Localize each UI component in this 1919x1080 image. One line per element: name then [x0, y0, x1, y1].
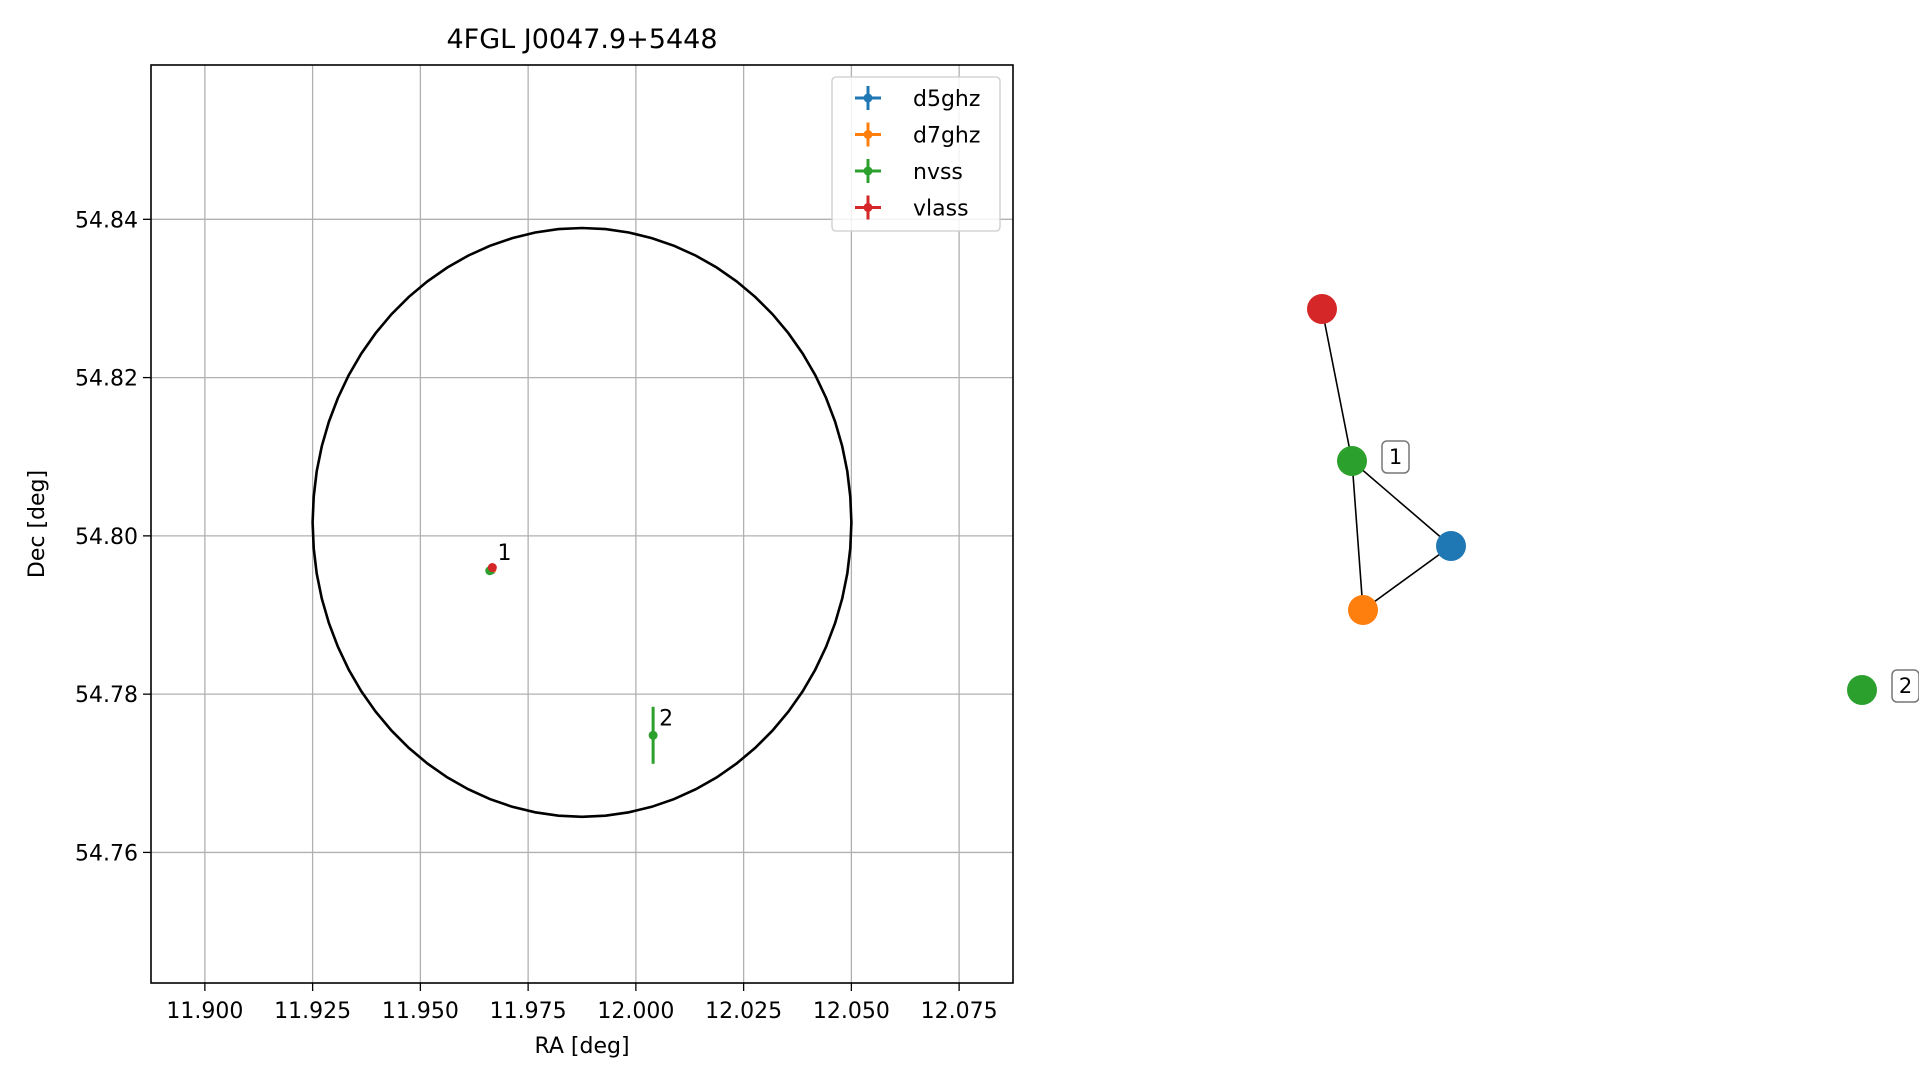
marker — [648, 730, 658, 740]
scatter-plot: 12 11.900 11.925 11.950 11.975 12.000 12.025 1… — [25, 24, 1014, 1059]
legend-entry-vlass: vlass — [855, 195, 969, 222]
confidence-ellipse — [311, 226, 853, 819]
node-label-box — [1381, 440, 1410, 474]
x-tick-label: 11.950 — [382, 999, 459, 1024]
marker — [487, 563, 497, 573]
x-tick-label: 11.975 — [490, 999, 567, 1024]
graph-edge — [1362, 545, 1452, 611]
legend-label: d7ghz — [913, 124, 980, 149]
graph-node-d7ghz — [1348, 595, 1378, 625]
node-circle — [1307, 294, 1337, 324]
node-label-box — [1891, 669, 1919, 703]
y-tick-label: 54.80 — [75, 525, 138, 550]
point-annotation: 2 — [659, 706, 673, 731]
legend-box — [831, 76, 1001, 232]
y-tick-label: 54.78 — [75, 683, 138, 708]
x-axis-label: RA [deg] — [534, 1034, 629, 1059]
legend-label: nvss — [913, 160, 963, 185]
chart-title: 4FGL J0047.9+5448 — [446, 24, 717, 55]
node-circle — [1348, 595, 1378, 625]
legend-entry-nvss: nvss — [855, 159, 963, 185]
data-point-vlass — [487, 563, 497, 573]
legend-label: d5ghz — [913, 87, 980, 112]
x-tick-label: 12.000 — [597, 999, 674, 1024]
network-graph: 12 — [1307, 294, 1919, 705]
graph-edges — [1321, 308, 1452, 611]
graph-node-nvss-2: 2 — [1847, 669, 1919, 705]
legend-marker-dot — [863, 130, 873, 139]
graph-edge — [1351, 460, 1452, 547]
y-tick-label: 54.82 — [75, 367, 138, 392]
node-label: 1 — [1389, 445, 1402, 469]
graph-edge — [1321, 308, 1353, 462]
y-tick-label: 54.76 — [75, 841, 138, 866]
legend-entry-d5ghz: d5ghz — [855, 86, 980, 112]
y-axis-label: Dec [deg] — [25, 470, 50, 578]
graph-node-vlass — [1307, 294, 1337, 324]
node-circle — [1436, 531, 1466, 561]
y-ticks: 54.76 54.78 54.80 54.82 54.84 — [75, 208, 151, 866]
data-points: 12 — [485, 541, 673, 764]
node-label: 2 — [1899, 674, 1912, 698]
legend-marker-dot — [863, 203, 873, 212]
data-point-nvss — [648, 706, 658, 764]
graph-node-nvss-1: 1 — [1337, 440, 1410, 476]
graph-nodes: 12 — [1307, 294, 1919, 705]
graph-edge — [1351, 460, 1364, 611]
x-tick-label: 11.925 — [274, 999, 351, 1024]
x-tick-label: 12.050 — [813, 999, 890, 1024]
node-circle — [1847, 675, 1877, 705]
y-tick-label: 54.84 — [75, 208, 138, 233]
legend: d5ghz d7ghz nvss vlass — [831, 76, 1001, 232]
point-annotation: 1 — [497, 541, 511, 566]
x-ticks: 11.900 11.925 11.950 11.975 12.000 12.025 12.0… — [166, 983, 998, 1024]
axes-frame — [150, 64, 1014, 984]
legend-marker-dot — [863, 166, 873, 176]
legend-entry-d7ghz: d7ghz — [855, 122, 980, 149]
graph-node-d5ghz — [1436, 531, 1466, 561]
x-tick-label: 12.025 — [705, 999, 782, 1024]
legend-marker-dot — [863, 93, 873, 103]
legend-label: vlass — [913, 197, 969, 222]
node-circle — [1337, 446, 1367, 476]
x-tick-label: 12.075 — [921, 999, 998, 1024]
x-tick-label: 11.900 — [166, 999, 243, 1024]
